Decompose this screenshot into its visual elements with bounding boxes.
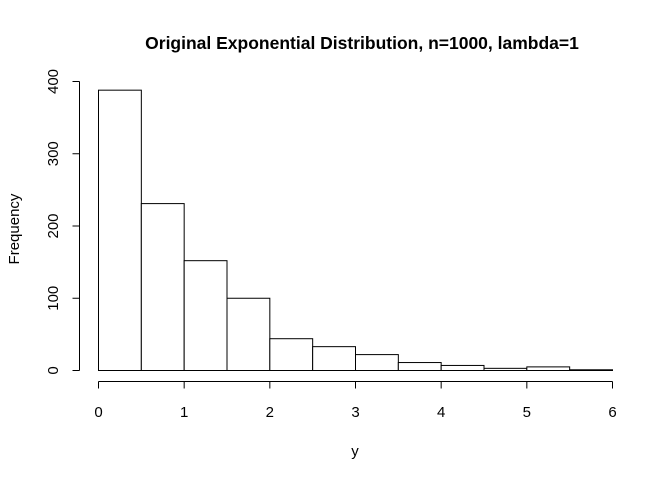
histogram-bar-8: [440, 364, 485, 372]
y-tick-label: 0: [45, 366, 62, 374]
x-tick-label: 5: [523, 404, 531, 421]
histogram-bar-10: [526, 366, 571, 372]
x-tick-label: 1: [180, 404, 188, 421]
histogram-bar-0: [98, 89, 142, 371]
histogram-bar-3: [226, 297, 271, 371]
histogram-bar-2: [183, 260, 228, 371]
y-tick-label: 200: [45, 213, 62, 238]
x-axis-label: y: [351, 443, 359, 460]
y-axis: 0 100 200 300 400: [45, 69, 80, 375]
y-tick-label: 400: [45, 69, 62, 94]
histogram-bar-7: [397, 362, 442, 371]
histogram-bar-5: [312, 346, 356, 372]
x-tick-label: 6: [608, 404, 616, 421]
histogram-bar-6: [355, 354, 399, 372]
y-tick-label: 100: [45, 286, 62, 311]
y-axis-label: Frequency: [6, 193, 23, 264]
x-tick-label: 2: [266, 404, 274, 421]
x-axis: 0 1 2 3 4 5 6: [94, 381, 617, 421]
histogram-bar-11: [569, 369, 614, 371]
histogram-bar-1: [140, 203, 185, 371]
histogram-bar-9: [483, 367, 528, 371]
histogram-bars: [98, 89, 614, 372]
x-tick-label: 0: [94, 404, 102, 421]
x-tick-label: 4: [437, 404, 445, 421]
histogram-bar-4: [269, 338, 314, 371]
chart-title: Original Exponential Distribution, n=100…: [145, 33, 579, 53]
x-tick-label: 3: [351, 404, 359, 421]
y-tick-label: 300: [45, 141, 62, 166]
